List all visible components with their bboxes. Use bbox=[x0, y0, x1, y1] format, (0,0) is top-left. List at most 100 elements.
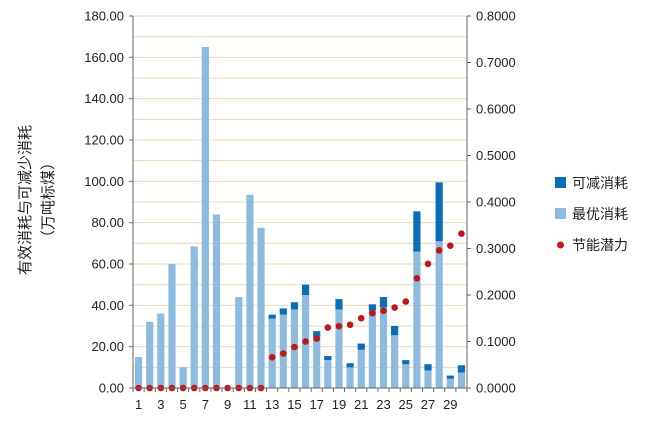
point-potential-13 bbox=[268, 354, 276, 361]
bar-optimal-20 bbox=[346, 367, 354, 388]
x-tick-label: 25 bbox=[399, 397, 413, 412]
x-tick-label: 23 bbox=[376, 397, 390, 412]
right-tick-label: 0.5000 bbox=[476, 148, 516, 163]
point-potential-23 bbox=[380, 307, 387, 315]
bars bbox=[134, 47, 466, 388]
legend-swatch-reducible bbox=[555, 177, 566, 188]
bar-reducible-16 bbox=[301, 284, 310, 295]
point-potential-28 bbox=[435, 247, 443, 254]
x-tick-label: 29 bbox=[443, 397, 457, 412]
point-potential-24 bbox=[391, 304, 398, 311]
legend: 可减消耗 最优消耗 节能潜力 bbox=[555, 176, 628, 254]
x-tick-label: 11 bbox=[243, 397, 257, 412]
bar-optimal-21 bbox=[357, 349, 365, 388]
right-axis-tick-labels: 0.0000 0.1000 0.2000 0.3000 0.4000 0.5000 0.60… bbox=[476, 9, 516, 396]
left-tick-label: 40.00 bbox=[91, 298, 124, 313]
bar-reducible-14 bbox=[279, 308, 287, 315]
bar-reducible-15 bbox=[290, 302, 299, 310]
bar-optimal-4 bbox=[168, 264, 176, 388]
left-tick-label: 20.00 bbox=[91, 339, 124, 354]
legend-label-reducible: 可减消耗 bbox=[572, 176, 628, 192]
left-tick-label: 60.00 bbox=[91, 257, 124, 272]
bar-optimal-25 bbox=[402, 364, 410, 388]
bar-optimal-19 bbox=[335, 309, 343, 388]
bar-optimal-26 bbox=[413, 251, 421, 388]
left-tick-label: 120.00 bbox=[84, 133, 124, 148]
bar-optimal-29 bbox=[446, 378, 454, 388]
bar-optimal-13 bbox=[268, 318, 276, 388]
bar-reducible-19 bbox=[335, 299, 343, 310]
right-tick-label: 0.1000 bbox=[476, 334, 516, 349]
bar-reducible-25 bbox=[402, 360, 410, 365]
left-tick-label: 160.00 bbox=[84, 50, 124, 65]
right-tick-label: 0.2000 bbox=[476, 288, 516, 303]
x-tick-label: 5 bbox=[179, 397, 186, 412]
point-potential-26 bbox=[413, 274, 421, 282]
bar-optimal-1 bbox=[134, 357, 143, 388]
x-tick-label: 3 bbox=[157, 397, 164, 412]
left-tick-label: 0.00 bbox=[99, 381, 124, 396]
bar-reducible-26 bbox=[413, 211, 421, 252]
bar-reducible-29 bbox=[446, 375, 454, 379]
x-axis-tick-labels: 1 3 5 7 9 11 13 15 17 19 21 23 25 27 29 bbox=[135, 397, 458, 412]
bar-optimal-10 bbox=[235, 297, 243, 388]
bar-reducible-18 bbox=[324, 355, 332, 361]
bar-reducible-28 bbox=[435, 182, 443, 242]
point-potential-21 bbox=[357, 314, 365, 322]
point-potential-30 bbox=[458, 230, 465, 237]
bar-optimal-28 bbox=[435, 241, 443, 388]
bar-optimal-23 bbox=[379, 307, 388, 388]
left-tick-label: 140.00 bbox=[84, 91, 124, 106]
x-tick-label: 13 bbox=[265, 397, 279, 412]
x-tick-label: 17 bbox=[309, 397, 323, 412]
right-tick-label: 0.3000 bbox=[476, 241, 516, 256]
bar-optimal-30 bbox=[457, 372, 466, 388]
left-tick-label: 180.00 bbox=[84, 9, 124, 24]
bar-optimal-27 bbox=[424, 370, 432, 388]
right-tick-label: 0.0000 bbox=[476, 381, 516, 396]
bar-optimal-11 bbox=[246, 194, 254, 388]
bar-reducible-22 bbox=[368, 304, 376, 311]
bar-optimal-3 bbox=[157, 313, 165, 388]
legend-label-potential: 节能潜力 bbox=[572, 238, 628, 254]
y-axis-label-line1: 有效消耗与可减少消耗 bbox=[16, 125, 34, 275]
point-potential-25 bbox=[402, 298, 410, 305]
x-tick-label: 1 bbox=[135, 397, 142, 412]
point-potential-27 bbox=[424, 260, 432, 268]
bar-reducible-23 bbox=[379, 297, 388, 308]
y-axis-label-line2: （万吨标煤） bbox=[39, 155, 57, 245]
point-potential-14 bbox=[280, 350, 287, 357]
points bbox=[135, 230, 465, 392]
bar-optimal-6 bbox=[190, 246, 198, 388]
legend-label-optimal: 最优消耗 bbox=[572, 207, 628, 223]
right-tick-label: 0.6000 bbox=[476, 102, 516, 117]
point-potential-22 bbox=[369, 309, 376, 317]
point-potential-17 bbox=[313, 335, 321, 343]
gridlines bbox=[133, 15, 467, 368]
left-axis-tick-labels: 0.00 20.00 40.00 60.00 80.00 100.00 120.00 140.… bbox=[84, 9, 124, 396]
bar-reducible-17 bbox=[313, 331, 321, 338]
bar-reducible-24 bbox=[391, 326, 399, 336]
left-tick-label: 80.00 bbox=[91, 215, 124, 230]
bar-optimal-17 bbox=[313, 337, 321, 388]
right-tick-label: 0.7000 bbox=[476, 55, 516, 70]
x-tick-label: 27 bbox=[421, 397, 435, 412]
x-tick-label: 9 bbox=[224, 397, 231, 412]
left-tick-label: 100.00 bbox=[84, 174, 124, 189]
point-potential-16 bbox=[302, 338, 309, 345]
bar-optimal-2 bbox=[146, 321, 154, 388]
axes bbox=[129, 15, 471, 392]
bar-reducible-30 bbox=[457, 365, 466, 373]
bar-optimal-5 bbox=[179, 367, 187, 388]
legend-marker-potential bbox=[557, 241, 564, 249]
bar-optimal-18 bbox=[324, 360, 332, 388]
bar-optimal-8 bbox=[212, 214, 221, 388]
point-potential-18 bbox=[324, 324, 332, 331]
bar-reducible-20 bbox=[346, 363, 354, 368]
right-tick-label: 0.4000 bbox=[476, 195, 516, 210]
point-potential-15 bbox=[291, 343, 298, 351]
bar-reducible-21 bbox=[357, 343, 365, 350]
point-potential-29 bbox=[447, 242, 454, 250]
bar-reducible-13 bbox=[268, 314, 276, 319]
point-potential-20 bbox=[346, 321, 354, 329]
